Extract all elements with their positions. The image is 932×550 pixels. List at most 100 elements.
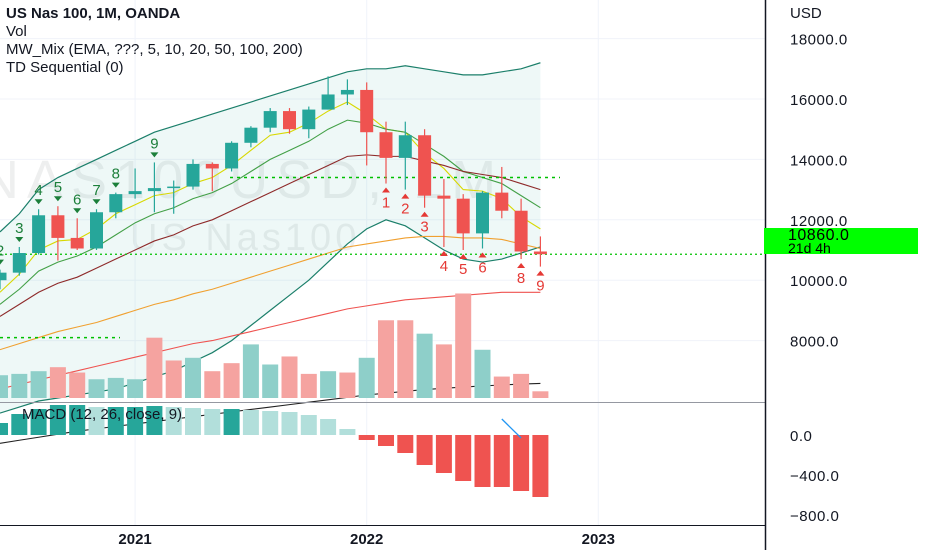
candle-body	[90, 212, 103, 249]
time-axis[interactable]: 2021 2022 2023	[118, 531, 615, 548]
macd-bar	[455, 435, 472, 481]
bollinger-upper	[0, 62, 541, 233]
price-axis[interactable]: 8000.0 10000.0 12000.0 14000.0 16000.0 18000.…	[790, 0, 848, 351]
td-buy-count: 5	[54, 179, 62, 196]
macd-bar	[242, 410, 259, 435]
macd-bar	[532, 435, 549, 497]
chart-legend: US Nas 100, 1M, OANDA Vol MW_Mix (EMA, ?…	[6, 5, 303, 77]
volume-bar	[513, 373, 530, 398]
volume-bar	[204, 371, 221, 398]
volume-bar	[69, 372, 86, 398]
macd-bar	[416, 435, 433, 465]
td-sell-arrow	[459, 254, 468, 259]
price-tick-label: 12000.0	[790, 213, 848, 230]
candle-body	[533, 251, 547, 255]
volume-bar	[281, 356, 298, 398]
macd-tick-label: −400.0	[790, 468, 839, 485]
macd-bar	[107, 407, 124, 435]
td-buy-count: 8	[112, 166, 120, 183]
macd-bar	[300, 415, 317, 435]
volume-bar	[358, 357, 375, 398]
candle-body	[32, 215, 46, 254]
td-sell-count: 8	[517, 270, 525, 287]
td-sell-count: 5	[459, 261, 467, 278]
last-price-tag: 10860.0 21d 4h	[764, 227, 918, 256]
td-buy-count: 3	[15, 220, 23, 237]
td-sell-arrow	[536, 270, 545, 276]
td-buy-count: 7	[92, 182, 100, 199]
macd-label: MACD (12, 26, close, 9)	[22, 406, 182, 423]
candle-body	[167, 186, 181, 189]
macd-bar	[223, 409, 240, 435]
candle-body	[283, 111, 296, 130]
dotted-levels	[0, 176, 765, 339]
td-buy-arrow	[111, 182, 120, 188]
description-watermark: US Nas100	[130, 217, 360, 259]
volume-bar	[300, 373, 317, 398]
volume-bar	[378, 320, 394, 398]
td-buy-arrow	[150, 152, 159, 158]
td-buy-count: 4	[34, 182, 42, 199]
td-sell-count: 1	[382, 195, 390, 212]
symbol-watermark: NAS100USD, 1M	[0, 150, 504, 210]
volume-bar	[107, 377, 124, 398]
volume-bar	[397, 320, 414, 398]
td-sell-arrow	[382, 187, 390, 193]
candle-body	[302, 109, 316, 130]
volume-bar	[242, 344, 259, 398]
time-tick-label: 2021	[118, 531, 151, 548]
macd-histogram	[0, 405, 549, 497]
macd-bar	[493, 435, 510, 487]
volume-bar	[493, 376, 510, 398]
macd-bar	[474, 435, 491, 487]
candle-body	[244, 127, 258, 143]
volume-indicator-title[interactable]: Vol	[6, 23, 27, 40]
macd-axis[interactable]: 0.0 −400.0 −800.0	[790, 428, 839, 525]
macd-bar	[88, 407, 105, 435]
candle-body	[205, 163, 219, 169]
td-sell-arrow	[439, 250, 448, 256]
currency-label: USD	[790, 5, 822, 22]
candle-body	[476, 192, 489, 234]
macd-bar	[0, 423, 8, 435]
price-tick-label: 8000.0	[790, 334, 839, 351]
volume-bar	[127, 379, 144, 398]
macd-bar	[30, 409, 47, 435]
last-price-value: 10860.0	[788, 227, 850, 244]
volume-bar	[11, 373, 28, 398]
volume-bar	[165, 360, 182, 398]
td-sell-arrow	[420, 211, 429, 217]
volume-bar	[339, 372, 356, 398]
candle-body	[128, 191, 142, 195]
time-tick-label: 2022	[350, 531, 383, 548]
macd-bar	[339, 429, 356, 435]
macd-bar	[358, 435, 375, 440]
symbol-title[interactable]: US Nas 100, 1M, OANDA	[6, 5, 181, 22]
candle-body	[70, 237, 84, 249]
time-tick-label: 2023	[582, 531, 615, 548]
td-buy-arrow	[34, 199, 43, 205]
macd-bar	[378, 435, 394, 446]
candle-body	[340, 89, 354, 95]
td-sell-count: 3	[420, 219, 428, 236]
price-tick-label: 18000.0	[790, 32, 848, 49]
mw-mix-indicator-title[interactable]: MW_Mix (EMA, ???, 5, 10, 20, 50, 100, 20…	[6, 41, 303, 58]
price-tick-label: 10000.0	[790, 273, 848, 290]
macd-signal-line	[501, 418, 522, 439]
candle-body	[186, 163, 200, 187]
volume-bar	[435, 344, 452, 398]
volume-bar	[223, 363, 240, 398]
candle-body	[51, 215, 65, 238]
candle-body	[360, 89, 374, 133]
volume-bar	[49, 367, 66, 398]
candle-body	[495, 192, 509, 211]
macd-tick-label: −800.0	[790, 508, 839, 525]
volume-bar	[416, 333, 433, 398]
td-sequential-indicator-title[interactable]: TD Sequential (0)	[6, 59, 124, 76]
td-sell-arrow	[517, 263, 526, 269]
td-buy-count: 6	[73, 191, 81, 208]
volume-bar	[320, 371, 337, 398]
volume-bar	[88, 379, 105, 398]
td-sell-count: 9	[536, 278, 544, 295]
